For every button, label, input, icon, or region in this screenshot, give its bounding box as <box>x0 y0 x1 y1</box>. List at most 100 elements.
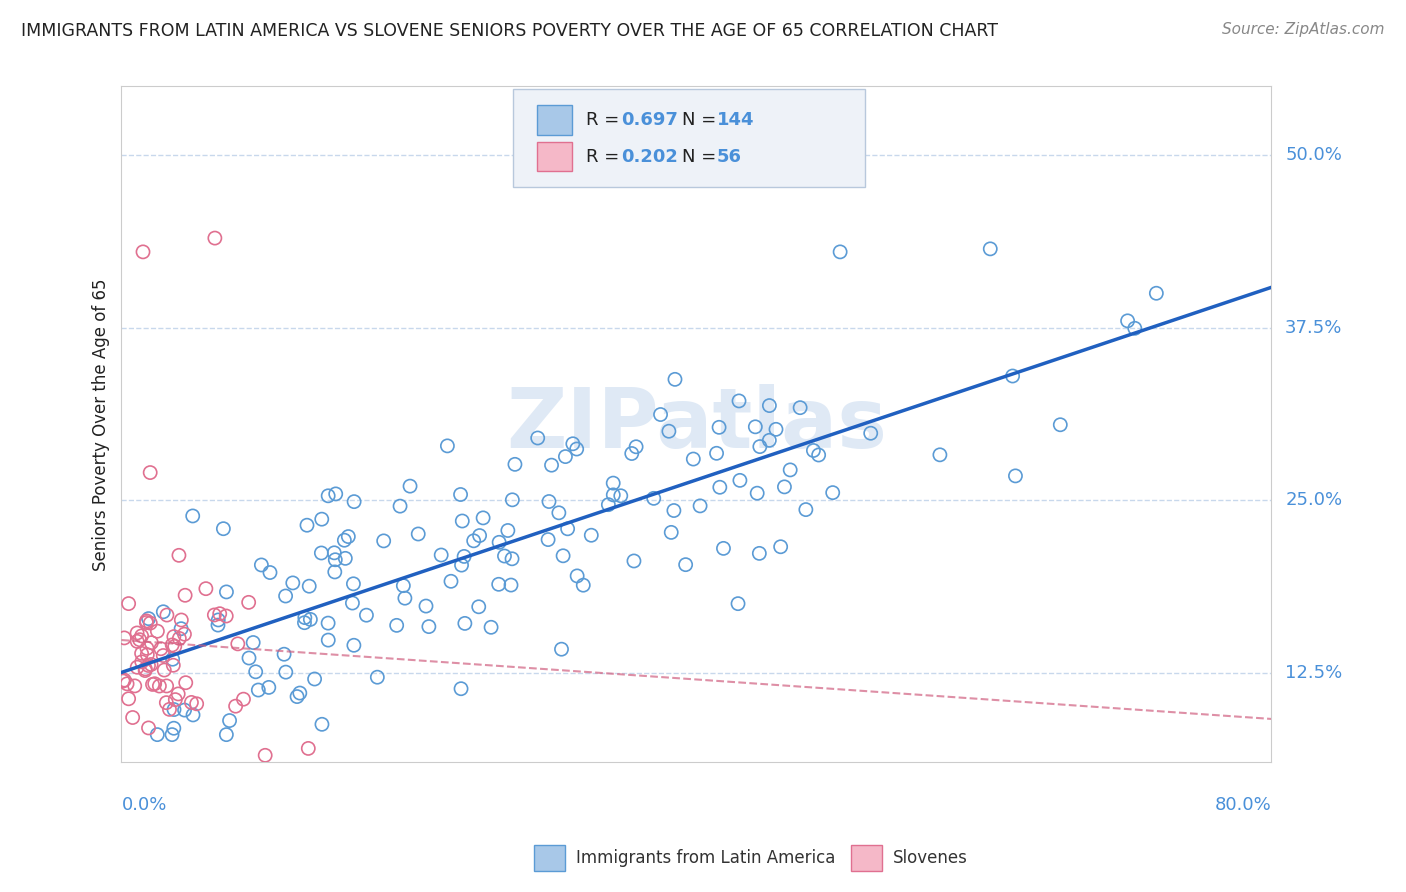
Point <box>238 595 260 609</box>
Point <box>311 717 333 731</box>
Text: Source: ZipAtlas.com: Source: ZipAtlas.com <box>1222 22 1385 37</box>
Point <box>758 434 780 448</box>
Point <box>218 714 240 728</box>
Point <box>311 546 333 560</box>
Text: 0.202: 0.202 <box>621 147 678 166</box>
Point <box>323 565 346 579</box>
Point <box>174 588 197 602</box>
Point <box>208 607 231 621</box>
Point <box>928 448 950 462</box>
Point <box>803 443 825 458</box>
Point <box>180 695 202 709</box>
Point <box>389 499 412 513</box>
Point <box>706 446 728 460</box>
Point <box>181 508 204 523</box>
Y-axis label: Seniors Poverty Over the Age of 65: Seniors Poverty Over the Age of 65 <box>93 278 110 571</box>
Point <box>134 664 156 678</box>
Point <box>153 663 176 677</box>
Point <box>598 498 620 512</box>
Point <box>479 620 502 634</box>
Point <box>207 618 229 632</box>
Point <box>343 638 366 652</box>
Point <box>454 616 477 631</box>
Point <box>689 499 711 513</box>
Text: 0.0%: 0.0% <box>121 796 167 814</box>
Point <box>366 670 388 684</box>
Point <box>159 702 181 716</box>
Point <box>215 609 238 624</box>
Point <box>112 631 135 645</box>
Point <box>537 494 560 508</box>
Point <box>134 662 156 676</box>
Point <box>1004 469 1026 483</box>
Point <box>547 506 569 520</box>
Point <box>472 511 495 525</box>
Point <box>162 652 184 666</box>
Point <box>554 450 576 464</box>
Point <box>709 480 731 494</box>
Point <box>779 463 801 477</box>
Point <box>675 558 697 572</box>
Point <box>526 431 548 445</box>
Text: R =: R = <box>586 111 626 129</box>
Point <box>620 446 643 460</box>
Point <box>121 710 143 724</box>
Point <box>794 502 817 516</box>
Point <box>156 608 179 623</box>
Point <box>170 613 193 627</box>
Point <box>259 566 281 580</box>
Point <box>194 582 217 596</box>
Text: Slovenes: Slovenes <box>893 849 967 867</box>
Point <box>138 612 160 626</box>
Point <box>135 614 157 628</box>
Point <box>136 648 159 662</box>
Point <box>557 522 579 536</box>
Point <box>572 578 595 592</box>
Text: R =: R = <box>586 147 626 166</box>
Point <box>450 558 472 573</box>
Point <box>139 466 162 480</box>
Point <box>551 549 574 563</box>
Point <box>394 591 416 606</box>
Point <box>311 512 333 526</box>
Point <box>333 533 356 548</box>
Text: 37.5%: 37.5% <box>1285 318 1343 337</box>
Point <box>758 399 780 413</box>
Point <box>682 452 704 467</box>
Point <box>143 677 166 691</box>
Point <box>297 741 319 756</box>
Point <box>156 679 179 693</box>
Point <box>127 660 149 674</box>
Point <box>288 686 311 700</box>
Point <box>139 616 162 631</box>
Point <box>281 575 304 590</box>
Point <box>149 641 172 656</box>
Point <box>451 514 474 528</box>
Point <box>117 691 139 706</box>
Point <box>245 665 267 679</box>
Point <box>463 533 485 548</box>
Point <box>658 424 681 438</box>
Point <box>169 632 191 646</box>
Point <box>713 541 735 556</box>
Point <box>399 479 422 493</box>
Text: 80.0%: 80.0% <box>1215 796 1271 814</box>
Point <box>155 696 177 710</box>
Point <box>392 579 415 593</box>
Point <box>747 486 769 500</box>
Point <box>550 642 572 657</box>
Point <box>225 699 247 714</box>
Point <box>323 553 346 567</box>
Text: 12.5%: 12.5% <box>1285 664 1343 681</box>
Point <box>146 728 169 742</box>
Point <box>285 690 308 704</box>
Point <box>152 648 174 663</box>
Point <box>748 440 770 454</box>
Text: 0.697: 0.697 <box>621 111 678 129</box>
Point <box>624 440 647 454</box>
Point <box>232 692 254 706</box>
Point <box>254 748 277 763</box>
Point <box>304 672 326 686</box>
Point <box>488 577 510 591</box>
Point <box>727 597 749 611</box>
